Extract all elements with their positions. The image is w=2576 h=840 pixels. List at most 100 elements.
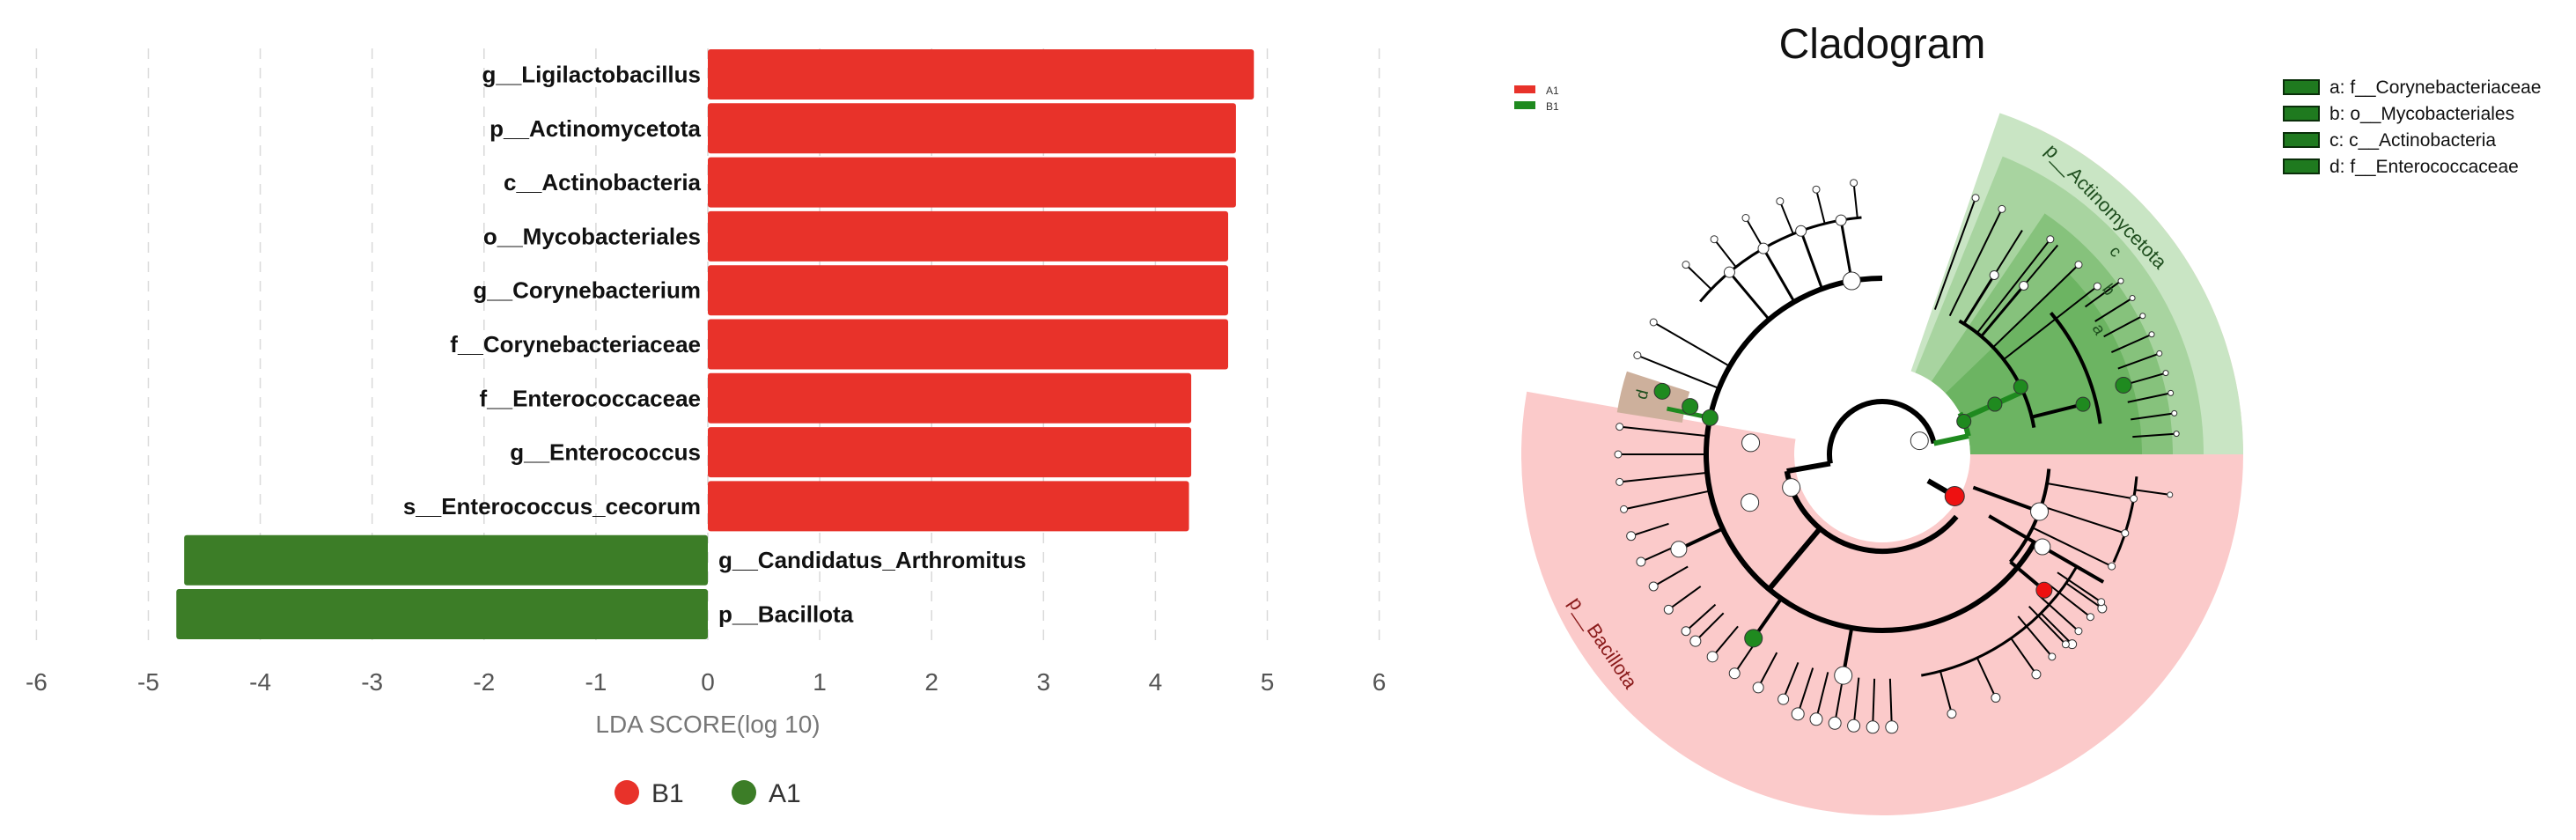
branch-radial xyxy=(1652,565,1689,587)
cladogram-node xyxy=(1947,709,1957,719)
branch-radial xyxy=(1872,678,1876,727)
branch-radial xyxy=(1685,263,1712,291)
branch-radial xyxy=(1888,678,1893,727)
cladogram-node xyxy=(1681,626,1691,637)
x-tick-label: 5 xyxy=(1261,668,1275,696)
branch-radial xyxy=(1815,672,1829,720)
branch-radial xyxy=(2028,605,2067,645)
cladogram-chart: Cladogram A1 B1 a: f__Corynebacteriaceae… xyxy=(1514,21,2542,815)
cladogram-node xyxy=(2139,313,2146,320)
group-legend-label-a1: A1 xyxy=(1546,85,1559,97)
cladogram-node xyxy=(2030,502,2050,521)
branch-radial xyxy=(1728,271,1770,321)
cladogram-node xyxy=(2167,491,2174,498)
cladogram-node xyxy=(1741,493,1760,512)
key-swatch-a xyxy=(2283,79,2320,95)
clade-label-d: d xyxy=(1632,387,1652,401)
x-tick-label: 4 xyxy=(1149,668,1163,696)
x-tick-label: -3 xyxy=(361,668,383,696)
branch-radial xyxy=(1797,667,1814,715)
cladogram-node xyxy=(1752,682,1764,694)
cladogram-node xyxy=(2074,261,2083,269)
cladogram-node xyxy=(1991,692,2001,703)
cladogram-node xyxy=(1812,185,1821,194)
branch-arc xyxy=(1827,399,1937,464)
cladogram-node xyxy=(1648,581,1659,592)
branch-radial xyxy=(1993,230,2023,276)
x-tick-label: -4 xyxy=(249,668,271,696)
cladogram-node xyxy=(1782,478,1801,497)
x-tick-label: -2 xyxy=(473,668,495,696)
cladogram-node xyxy=(2034,538,2051,556)
branch-arc xyxy=(1958,319,2036,428)
branch-radial xyxy=(1948,208,2003,317)
branch-radial xyxy=(2022,244,2059,287)
cladogram-node xyxy=(1741,433,1761,453)
branch-radial xyxy=(2017,615,2053,658)
cladogram-node xyxy=(1834,666,1853,685)
cladogram-node xyxy=(1670,541,1688,558)
cladogram-node xyxy=(1723,266,1735,278)
branch-radial xyxy=(1992,263,2079,349)
lda-x-axis-title: LDA SCORE(log 10) xyxy=(595,711,820,738)
cladogram-node xyxy=(2121,529,2130,538)
key-swatch-b xyxy=(2283,106,2320,122)
branch-radial xyxy=(1815,188,1826,225)
legend-marker-b1 xyxy=(615,780,639,805)
x-tick-label: 2 xyxy=(924,668,938,696)
bar-g-ligilactobacillus xyxy=(708,49,1255,99)
cladogram-background-sectors xyxy=(1521,113,2243,815)
branch-radial xyxy=(1980,284,2025,337)
branch-radial xyxy=(2003,285,2098,361)
cladogram-node xyxy=(1757,242,1770,254)
branch-radial xyxy=(1778,201,1794,235)
branch-arc xyxy=(2112,476,2138,564)
key-swatch-d xyxy=(2283,158,2320,174)
branch-arc xyxy=(2049,312,2102,424)
cladogram-node xyxy=(2148,331,2155,338)
cladogram-node xyxy=(2168,389,2175,396)
branch-radial xyxy=(2131,412,2175,421)
bar-label: s__Enterococcus_cecorum xyxy=(403,493,701,519)
branch-radial xyxy=(1972,485,2041,513)
cladogram-node xyxy=(2048,652,2057,661)
cladogram-node xyxy=(1616,423,1624,431)
branch-radial xyxy=(1852,677,1860,726)
cladogram-node xyxy=(2046,235,2055,244)
branch-radial xyxy=(1619,425,1708,438)
lda-bars xyxy=(176,49,1255,639)
cladogram-node xyxy=(2061,640,2070,649)
x-tick-label: 3 xyxy=(1037,668,1051,696)
cladogram-node xyxy=(1866,720,1880,734)
bar-g-enterococcus xyxy=(708,427,1192,478)
branch-radial xyxy=(2135,489,2170,496)
cladogram-node xyxy=(2086,613,2094,622)
branch-radial xyxy=(1630,522,1669,537)
branch-radial xyxy=(2046,483,2134,500)
cladogram-node xyxy=(1791,707,1805,721)
bar-p-actinomycetota xyxy=(708,103,1236,154)
key-label-c: c: c__Actinobacteria xyxy=(2329,130,2496,151)
cladogram-node xyxy=(2130,494,2138,503)
bar-label: p__Actinomycetota xyxy=(489,115,701,142)
branch-radial xyxy=(1745,217,1764,249)
x-tick-label: -1 xyxy=(585,668,607,696)
cladogram-node xyxy=(2171,409,2178,416)
bar-p-bacillota xyxy=(176,589,708,639)
cladogram-node xyxy=(1847,718,1861,733)
branch-radial xyxy=(1623,490,1711,511)
bar-label: f__Corynebacteriaceae xyxy=(450,331,701,357)
cladogram-node xyxy=(1850,179,1858,188)
bar-label: f__Enterococcaceae xyxy=(480,385,701,411)
bar-o-mycobacteriales xyxy=(708,210,1229,262)
bar-label: o__Mycobacteriales xyxy=(483,223,701,249)
bar-label: g__Corynebacterium xyxy=(473,277,701,304)
bar-label: p__Bacillota xyxy=(718,601,854,628)
branch-radial xyxy=(2057,571,2102,603)
branch-radial xyxy=(1713,239,1737,268)
cladogram-node xyxy=(1649,318,1658,327)
branch-radial xyxy=(1767,527,1822,592)
lda-legend: B1 A1 xyxy=(615,779,801,808)
branch-radial xyxy=(1976,657,1997,698)
cladogram-node xyxy=(2093,282,2101,291)
